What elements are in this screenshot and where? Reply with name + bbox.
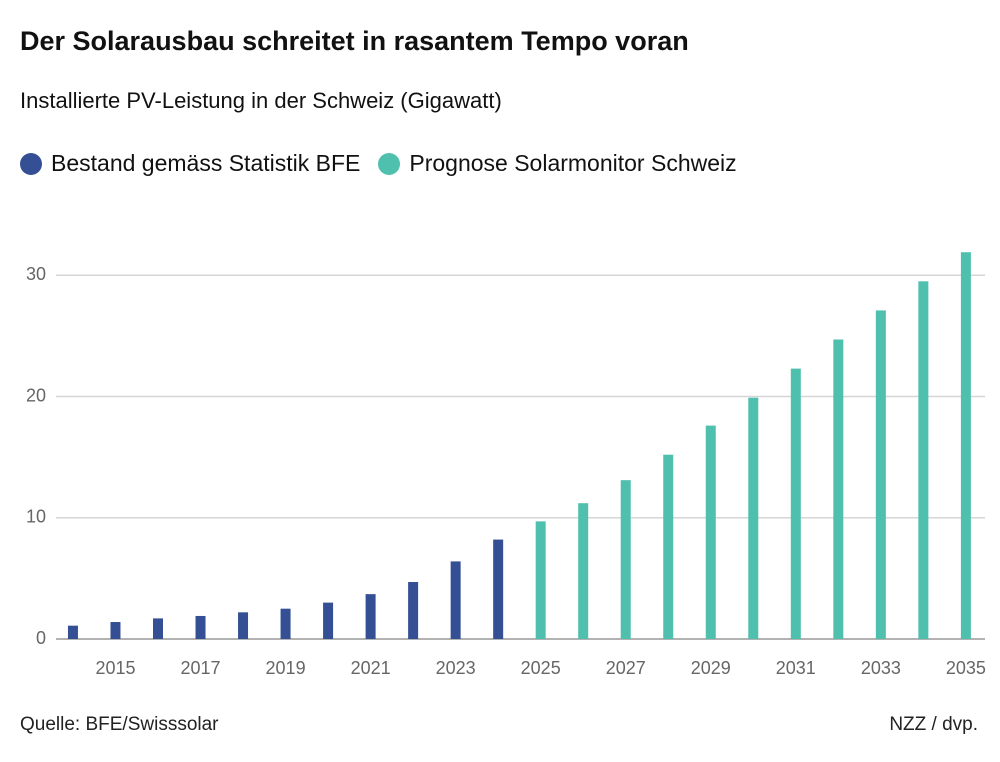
bar	[833, 339, 844, 639]
bar	[875, 310, 886, 639]
y-tick-label: 20	[26, 385, 46, 405]
bar	[450, 561, 461, 639]
bar	[323, 602, 334, 639]
legend-swatch	[378, 152, 401, 175]
x-tick-label: 2017	[180, 658, 220, 678]
x-tick-label: 2029	[691, 658, 731, 678]
bar	[493, 539, 504, 639]
x-tick-label: 2019	[266, 658, 306, 678]
bar	[790, 368, 801, 639]
source: Quelle: BFE/Swisssolar	[20, 714, 219, 735]
bar	[110, 622, 121, 639]
bar	[280, 608, 291, 639]
y-tick-label: 10	[26, 507, 46, 527]
y-tick-label: 30	[26, 264, 46, 284]
bar	[535, 521, 546, 639]
y-tick-label: 0	[36, 628, 46, 648]
bar	[238, 612, 249, 639]
bar	[663, 454, 674, 639]
bar	[960, 252, 971, 639]
bar	[365, 594, 376, 639]
legend: Bestand gemäss Statistik BFE Prognose Sol…	[20, 150, 755, 177]
x-tick-label: 2027	[606, 658, 646, 678]
bar	[195, 615, 206, 639]
legend-label: Prognose Solarmonitor Schweiz	[409, 150, 737, 176]
credit: NZZ / dvp.	[889, 714, 978, 735]
legend-item: Bestand gemäss Statistik BFE	[20, 150, 360, 177]
legend-item: Prognose Solarmonitor Schweiz	[378, 150, 737, 177]
x-tick-label: 2023	[436, 658, 476, 678]
legend-label: Bestand gemäss Statistik BFE	[51, 150, 361, 176]
x-tick-label: 2021	[351, 658, 391, 678]
legend-swatch	[20, 152, 42, 175]
chart-title: Der Solarausbau schreitet in rasantem Te…	[20, 26, 689, 56]
chart-subtitle: Installierte PV-Leistung in der Schweiz …	[20, 88, 502, 113]
x-tick-label: 2015	[95, 658, 135, 678]
bar	[408, 582, 419, 639]
bar	[705, 425, 716, 639]
bar	[620, 480, 631, 639]
bar	[153, 618, 163, 639]
bar	[67, 625, 78, 639]
x-tick-label: 2025	[521, 658, 561, 678]
bar	[578, 503, 589, 639]
bar	[918, 281, 929, 639]
chart: 0 10 20 30 2015 2017 2019 2021 2023 2025 2027 2029 2…	[26, 252, 986, 678]
x-tick-label: 2035	[946, 658, 986, 678]
x-tick-label: 2031	[776, 658, 816, 678]
bar	[748, 397, 759, 639]
x-tick-label: 2033	[861, 658, 901, 678]
